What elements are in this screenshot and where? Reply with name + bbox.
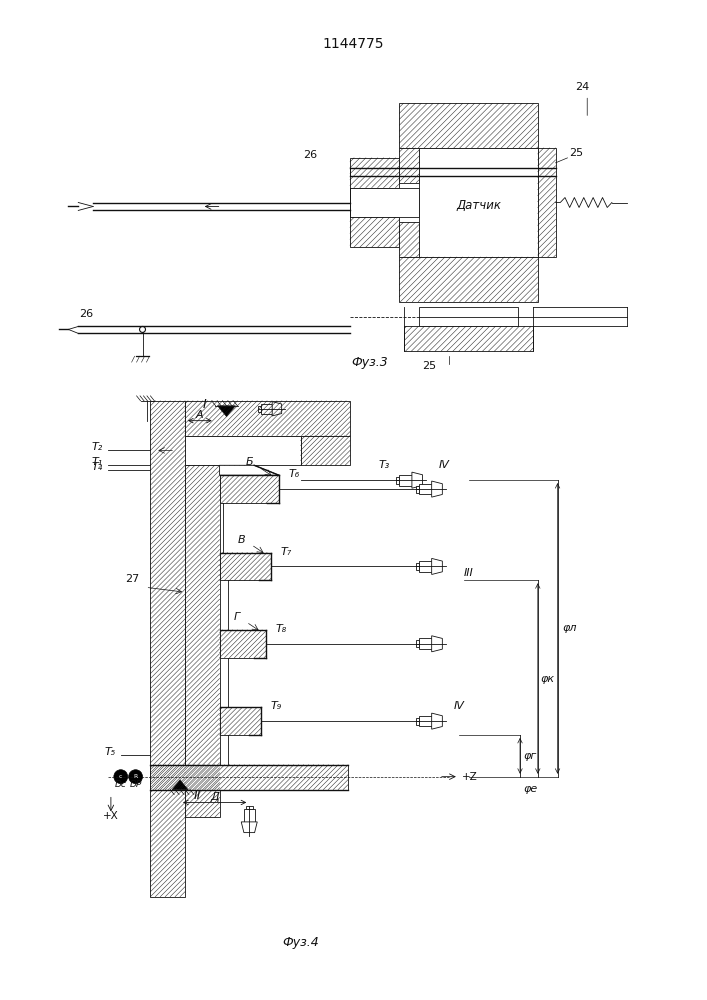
Text: Dс: Dс <box>115 780 127 789</box>
Text: R: R <box>134 774 138 779</box>
Text: T₈: T₈ <box>276 624 287 634</box>
Polygon shape <box>432 636 443 652</box>
Text: 27: 27 <box>126 574 140 584</box>
Polygon shape <box>432 481 443 497</box>
Polygon shape <box>220 465 279 475</box>
Text: T₉: T₉ <box>271 701 282 711</box>
Text: Фуз.4: Фуз.4 <box>282 936 319 949</box>
Text: Г: Г <box>233 612 240 622</box>
Bar <box>396 477 399 484</box>
Polygon shape <box>218 406 235 417</box>
Text: T₄: T₄ <box>92 462 103 472</box>
Bar <box>220 553 271 580</box>
Bar <box>419 561 432 572</box>
Polygon shape <box>173 780 188 790</box>
Bar <box>419 638 432 649</box>
Text: Д: Д <box>210 791 219 802</box>
Text: I: I <box>203 398 206 411</box>
Bar <box>350 217 399 247</box>
Text: +X: +X <box>103 811 119 821</box>
Polygon shape <box>412 472 423 488</box>
Bar <box>399 257 538 302</box>
Text: φк: φк <box>541 674 555 684</box>
Text: 25: 25 <box>422 361 436 371</box>
Polygon shape <box>432 713 443 729</box>
Bar <box>258 406 261 412</box>
Bar <box>220 475 279 503</box>
Bar <box>185 436 300 465</box>
Bar <box>244 809 255 822</box>
Text: 25: 25 <box>569 148 583 158</box>
Text: A: A <box>196 410 204 420</box>
Text: φл: φл <box>563 623 577 633</box>
Bar <box>300 436 350 465</box>
Text: В: В <box>238 535 245 545</box>
Bar <box>404 326 533 351</box>
Bar <box>419 307 518 326</box>
Bar <box>419 484 432 494</box>
Circle shape <box>139 326 146 332</box>
Bar <box>185 401 350 436</box>
Bar <box>151 765 348 790</box>
Text: T₆: T₆ <box>288 469 300 479</box>
Text: T₅: T₅ <box>105 747 116 757</box>
Text: T₃: T₃ <box>379 460 390 470</box>
Text: Б: Б <box>245 457 253 467</box>
Bar <box>220 630 266 658</box>
Bar <box>399 148 419 183</box>
Bar <box>399 222 419 257</box>
Polygon shape <box>432 558 443 574</box>
Text: T₁: T₁ <box>92 457 103 467</box>
Text: IV: IV <box>453 701 464 711</box>
Text: 24: 24 <box>575 82 590 92</box>
Polygon shape <box>241 822 257 833</box>
Bar <box>538 148 556 257</box>
Text: Фуз.3: Фуз.3 <box>351 356 388 369</box>
Bar <box>350 158 399 188</box>
Text: T₇: T₇ <box>281 547 292 557</box>
Bar <box>261 404 272 414</box>
Text: c: c <box>119 774 122 779</box>
Text: T₂: T₂ <box>92 442 103 452</box>
Text: II: II <box>194 789 201 802</box>
Text: Датчик: Датчик <box>456 199 501 212</box>
Text: φе: φе <box>523 784 537 794</box>
Bar <box>416 718 419 725</box>
Bar <box>416 640 419 647</box>
Text: III: III <box>464 568 474 578</box>
Text: φг: φг <box>523 751 536 761</box>
Text: 1144775: 1144775 <box>322 37 384 51</box>
Circle shape <box>114 770 128 784</box>
Bar <box>220 707 261 735</box>
Bar <box>419 148 538 257</box>
Bar <box>416 486 419 493</box>
Bar <box>185 465 220 817</box>
Bar <box>399 103 538 148</box>
Text: 26: 26 <box>79 309 93 319</box>
Bar <box>399 475 412 486</box>
Bar <box>151 401 185 897</box>
Text: 26: 26 <box>303 150 317 160</box>
Bar <box>416 563 419 570</box>
Bar <box>350 188 419 217</box>
Circle shape <box>129 770 143 784</box>
Polygon shape <box>272 402 281 416</box>
Bar <box>419 716 432 726</box>
Text: +Z: +Z <box>462 772 477 782</box>
Text: IV: IV <box>438 460 450 470</box>
Text: DР: DР <box>129 780 141 789</box>
Bar <box>246 806 253 809</box>
